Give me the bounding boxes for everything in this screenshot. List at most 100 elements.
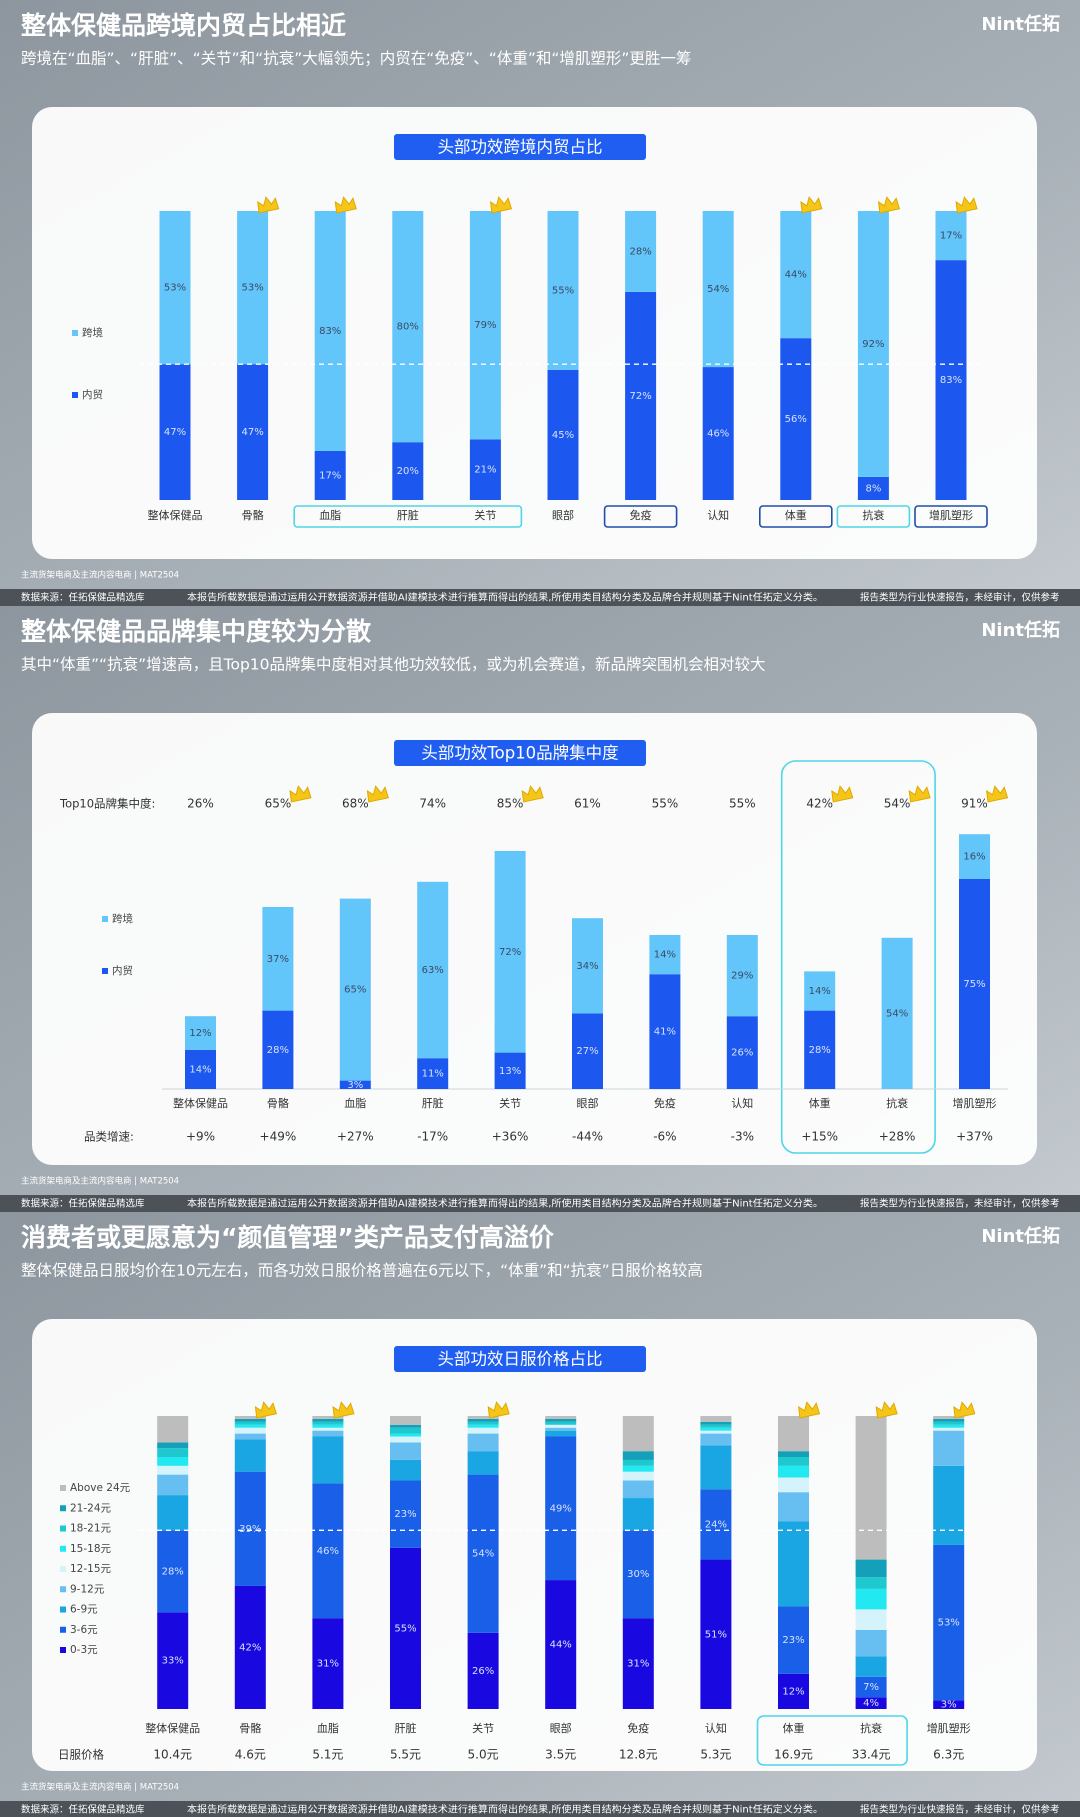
bar-segment	[622, 1459, 654, 1466]
crown-icon	[953, 1401, 976, 1419]
bar-segment	[390, 1459, 421, 1481]
data-label: 27%	[576, 1046, 598, 1057]
data-label: 44%	[550, 1640, 572, 1651]
row-value: +49%	[260, 1130, 297, 1144]
footer-left: 数据来源：任拓保健品精选库	[21, 1198, 145, 1210]
bar-segment	[649, 974, 681, 1089]
x-tick-label: 眼部	[552, 508, 574, 522]
data-label: 75%	[963, 979, 985, 990]
legend-swatch	[72, 330, 78, 336]
bar-segment	[157, 1495, 189, 1531]
data-label: 3%	[941, 1700, 957, 1711]
data-label: 92%	[862, 339, 884, 350]
bar-segment	[157, 1457, 189, 1466]
crown-icon	[800, 196, 823, 214]
bar-segment	[622, 1471, 654, 1481]
data-label: 65%	[344, 985, 366, 996]
source-note: 主流货架电商及主流内容电商 | MAT2504	[21, 1782, 179, 1793]
row-value: 5.1元	[312, 1748, 343, 1762]
bar-segment	[390, 1547, 421, 1709]
data-label: 28%	[162, 1566, 184, 1577]
bar-segment	[545, 1427, 577, 1431]
bar-segment	[622, 1498, 654, 1531]
bar-segment	[933, 1465, 965, 1545]
bar-segment	[234, 1439, 266, 1472]
bar-segment	[234, 1421, 266, 1425]
crown-icon	[487, 1401, 510, 1419]
bar-segment	[726, 935, 758, 1017]
crown-icon	[334, 196, 357, 214]
bar-segment	[314, 211, 346, 451]
slide-title: 整体保健品跨境内贸占比相近	[21, 11, 346, 40]
data-label: 12%	[782, 1686, 804, 1697]
data-label: 23%	[782, 1635, 804, 1646]
row-value: 85%	[497, 797, 524, 811]
legend-label: 21-24元	[70, 1502, 112, 1514]
bar-segment	[857, 476, 889, 500]
data-label: 53%	[938, 1618, 960, 1629]
data-label: 55%	[394, 1623, 416, 1634]
data-label: 7%	[863, 1682, 879, 1693]
bar-segment	[935, 260, 967, 500]
bar-segment	[625, 211, 657, 292]
row-value: 5.0元	[468, 1748, 499, 1762]
bar-segment	[778, 1492, 809, 1522]
bar-segment	[234, 1433, 266, 1440]
data-label: 30%	[627, 1569, 649, 1580]
x-tick-label: 抗衰	[862, 508, 884, 522]
bar-segment	[237, 211, 269, 365]
data-label: 42%	[239, 1642, 261, 1653]
logo: Nint任拓	[981, 13, 1060, 35]
x-tick-label: 增肌塑形	[929, 508, 973, 522]
bar-segment	[234, 1418, 266, 1422]
data-label: 28%	[629, 246, 651, 257]
bar-segment	[545, 1421, 577, 1425]
bar-segment	[622, 1480, 654, 1499]
data-label: 4%	[863, 1698, 879, 1709]
legend-swatch	[60, 1485, 66, 1491]
bar-segment	[625, 291, 657, 500]
chart-title-pill	[394, 1346, 646, 1372]
row-value: 91%	[961, 797, 988, 811]
bar-segment	[726, 1016, 758, 1089]
footer-right: 报告类型为行业快速报告，未经审计，仅供参考	[860, 1804, 1060, 1816]
data-label: 33%	[162, 1656, 184, 1667]
bar-segment	[234, 1585, 266, 1709]
bar-segment	[855, 1676, 887, 1698]
label-box	[758, 505, 833, 528]
legend-swatch	[60, 1606, 66, 1613]
bar-segment	[314, 450, 346, 500]
x-tick-label: 关节	[499, 1096, 521, 1110]
data-label: 41%	[654, 1027, 676, 1038]
data-label: 55%	[552, 285, 574, 296]
x-tick-label: 整体保健品	[145, 1721, 200, 1735]
crown-icon	[908, 785, 931, 803]
bar-segment	[390, 1436, 421, 1443]
bar-segment	[467, 1424, 499, 1428]
x-tick-label: 血脂	[319, 508, 341, 522]
data-label: 8%	[865, 483, 881, 494]
row-label: 品类增速:	[84, 1130, 134, 1144]
bar-segment	[780, 211, 812, 339]
crown-icon	[257, 196, 280, 214]
bar-segment	[700, 1421, 732, 1425]
bar-segment	[881, 937, 913, 1089]
bar-segment	[855, 1656, 887, 1677]
footer-right: 报告类型为行业快速报告，未经审计，仅供参考	[860, 592, 1060, 604]
label-box	[914, 505, 988, 528]
row-value: 42%	[806, 797, 833, 811]
data-label: 3%	[347, 1080, 363, 1091]
data-label: 46%	[707, 429, 729, 440]
bar-segment	[494, 851, 526, 1053]
crown-icon	[955, 196, 978, 214]
row-value: 54%	[884, 797, 911, 811]
bar-segment	[933, 1430, 965, 1466]
crown-icon	[366, 785, 389, 803]
bar-segment	[933, 1700, 965, 1709]
crown-icon	[521, 785, 544, 803]
legend-label: 跨境	[112, 912, 133, 925]
data-label: 28%	[809, 1045, 831, 1056]
row-value: 74%	[419, 797, 446, 811]
bar-segment	[392, 211, 424, 443]
